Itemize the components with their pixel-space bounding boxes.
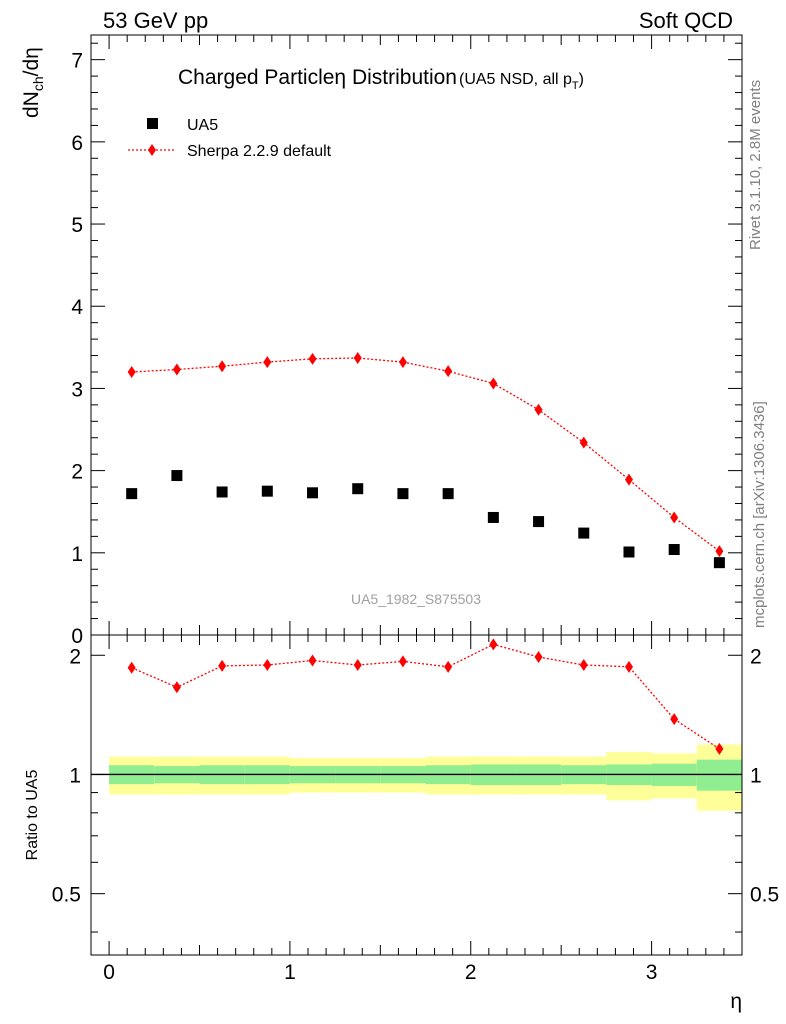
sherpa-point — [624, 473, 633, 486]
ua5-point — [307, 487, 319, 499]
header-left: 53 GeV pp — [103, 8, 208, 33]
ua5-point — [261, 485, 273, 497]
ua5-point — [397, 488, 409, 500]
ratio-sherpa-point — [353, 658, 362, 671]
sherpa-point — [534, 403, 543, 416]
ratio-sherpa-point — [127, 661, 136, 674]
sherpa-point — [263, 356, 272, 369]
ratio-sherpa-point — [172, 681, 181, 694]
sherpa-point — [218, 360, 227, 373]
x-tick-label: 3 — [646, 961, 658, 984]
main-ylabel: dNch/dη — [20, 47, 46, 118]
ua5-point — [578, 527, 590, 539]
x-tick-label: 1 — [284, 961, 296, 984]
x-tick-label: 2 — [465, 961, 477, 984]
main-ylabel-sub: ch — [30, 76, 46, 91]
sherpa-line — [131, 357, 720, 552]
chart-subtitle-close: ) — [579, 71, 584, 88]
ua5-point — [352, 483, 364, 495]
ratio-sherpa-point — [624, 660, 633, 673]
sherpa-point — [670, 511, 679, 524]
sherpa-point — [127, 365, 136, 378]
main-ytick-label: 6 — [71, 132, 83, 155]
sherpa-point — [444, 365, 453, 378]
ratio-sherpa-point — [579, 658, 588, 671]
main-marks — [126, 352, 725, 569]
ua5-point — [668, 544, 680, 556]
x-tick-label: 0 — [103, 961, 115, 984]
ratio-ytick-label-right: 0.5 — [750, 884, 779, 907]
main-ytick-label: 0 — [71, 625, 83, 648]
chart-title-rest: Distribution — [346, 66, 457, 89]
main-ytick-label: 7 — [71, 50, 83, 73]
mcplots-credit: mcplots.cern.ch [arXiv:1306.3436] — [751, 401, 768, 628]
main-ytick-label: 4 — [71, 296, 83, 319]
ratio-ytick-label-right: 2 — [750, 645, 762, 668]
ratio-sherpa-point — [218, 659, 227, 672]
chart-title: Charged Particleη Distribution (UA5 NSD, … — [178, 66, 584, 92]
ratio-sherpa-point — [489, 638, 498, 651]
ratio-sherpa-point — [670, 713, 679, 726]
main-ytick-label: 1 — [71, 543, 83, 566]
ratio-ytick-label-left: 1 — [69, 764, 81, 787]
ua5-point — [442, 488, 454, 500]
chart-subtitle-sub: T — [572, 80, 579, 92]
legend-label-sherpa: Sherpa 2.2.9 default — [187, 143, 332, 160]
main-axes: 0 1 2 3 4 5 6 7 — [71, 35, 743, 648]
sherpa-point — [398, 356, 407, 369]
legend-marker-ua5 — [147, 118, 158, 129]
sherpa-point — [353, 352, 362, 365]
main-ylabel-main: dN — [20, 91, 43, 118]
ratio-panel: 0.5 0.5 1 1 2 2 0 1 2 3 Ratio to UA5 η — [24, 634, 779, 1013]
ratio-frame — [90, 634, 743, 956]
legend-label-ua5: UA5 — [187, 117, 218, 134]
ratio-sherpa-point — [444, 660, 453, 673]
chart-title-main: Charged Particle — [178, 66, 334, 89]
ratio-bands — [109, 744, 742, 811]
analysis-watermark: UA5_1982_S875503 — [351, 591, 481, 607]
ua5-point — [623, 546, 635, 558]
ua5-point — [487, 511, 499, 523]
ua5-point — [216, 486, 228, 498]
ratio-sherpa-point — [308, 654, 317, 667]
ratio-band-inner — [696, 759, 742, 791]
sherpa-point — [489, 377, 498, 390]
main-ytick-label: 2 — [71, 461, 83, 484]
sherpa-point — [715, 545, 724, 558]
ratio-sherpa-point — [398, 655, 407, 668]
ratio-marks — [127, 638, 724, 755]
ratio-axes: 0.5 0.5 1 1 2 2 0 1 2 3 — [52, 635, 779, 984]
ratio-ylabel: Ratio to UA5 — [24, 770, 41, 861]
rivet-version: Rivet 3.1.10, 2.8M events — [747, 80, 764, 250]
main-ytick-label: 5 — [71, 214, 83, 237]
ua5-point — [533, 516, 545, 528]
main-ytick-label: 3 — [71, 378, 83, 401]
chart-subtitle: (UA5 NSD, all p — [459, 71, 572, 88]
ratio-sherpa-point — [715, 742, 724, 755]
x-axis-label: η — [730, 990, 742, 1013]
chart-title-symbol: η — [334, 66, 346, 89]
main-panel: 0 1 2 3 4 5 6 7 Charged Particleη Distribution(… — [20, 34, 743, 648]
ua5-point — [126, 488, 138, 500]
ua5-point — [713, 557, 725, 569]
ratio-sherpa-point — [534, 650, 543, 663]
ratio-ytick-label-left: 0.5 — [52, 884, 81, 907]
header-right: Soft QCD — [639, 8, 733, 33]
sherpa-point — [172, 363, 181, 376]
ratio-sherpa-point — [263, 658, 272, 671]
ratio-ytick-label-left: 2 — [69, 645, 81, 668]
sherpa-point — [579, 436, 588, 449]
main-ylabel-rest: /dη — [20, 47, 43, 76]
sherpa-point — [308, 352, 317, 365]
legend: UA5 Sherpa 2.2.9 default — [128, 117, 332, 160]
ua5-point — [171, 470, 183, 482]
legend-marker-sherpa — [148, 144, 156, 156]
ratio-ytick-label-right: 1 — [750, 764, 762, 787]
ratio-sherpa-line — [131, 643, 720, 750]
